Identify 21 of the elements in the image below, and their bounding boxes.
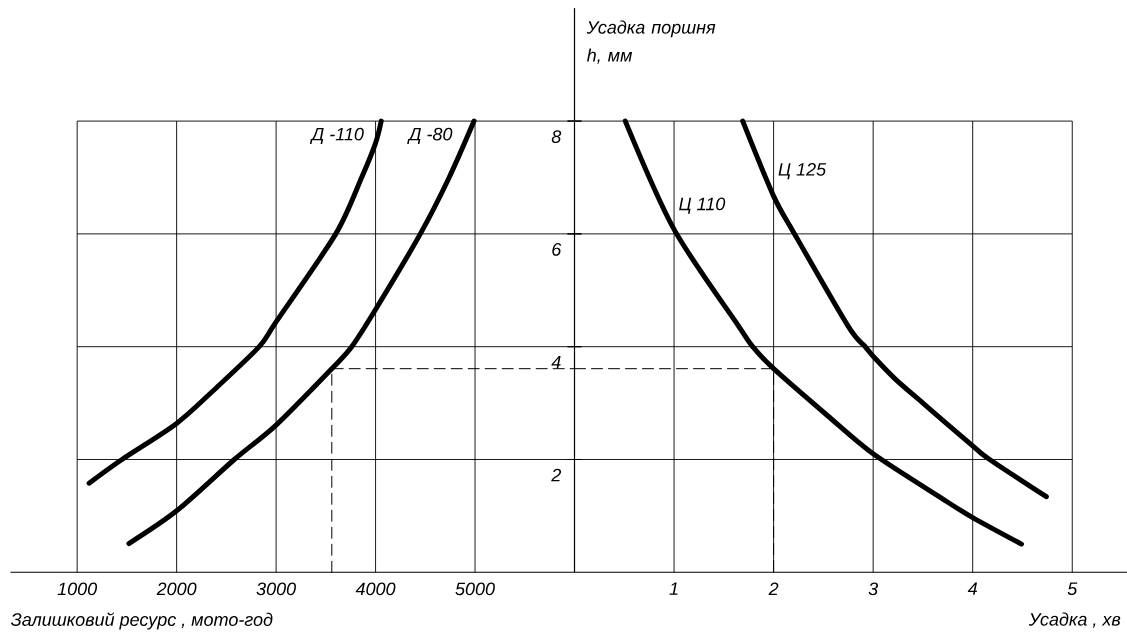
x-tick-label: 1000	[57, 582, 98, 596]
y-tick-label: 6	[552, 243, 562, 256]
x-axis-title: Усадка , хв	[1028, 612, 1121, 628]
y-axis-title: Усадка поршня h, мм	[586, 20, 716, 64]
y-tick-label: 2	[551, 468, 562, 482]
x-axis-title: Залишковий ресурс , мото-год	[10, 612, 273, 630]
x-tick-label: 3000	[256, 582, 296, 596]
x-tick-label: 5	[1067, 582, 1078, 596]
x-tick-label: 3	[868, 582, 878, 596]
x-tick-label: 5000	[455, 582, 495, 596]
x-tick-label: 4	[967, 582, 978, 595]
x-tick-label: 1	[669, 582, 678, 595]
y-tick-label: 4	[551, 355, 561, 369]
x-tick-label: 4000	[355, 582, 396, 596]
series-label: Ц 110	[679, 197, 726, 214]
y-tick-label: 8	[551, 130, 562, 144]
series-label: Ц 125	[778, 162, 827, 180]
series-label: Д -110	[309, 127, 364, 144]
series-label: Д -80	[407, 127, 453, 144]
x-tick-label: 2	[768, 582, 779, 596]
x-tick-label: 2000	[156, 582, 197, 596]
